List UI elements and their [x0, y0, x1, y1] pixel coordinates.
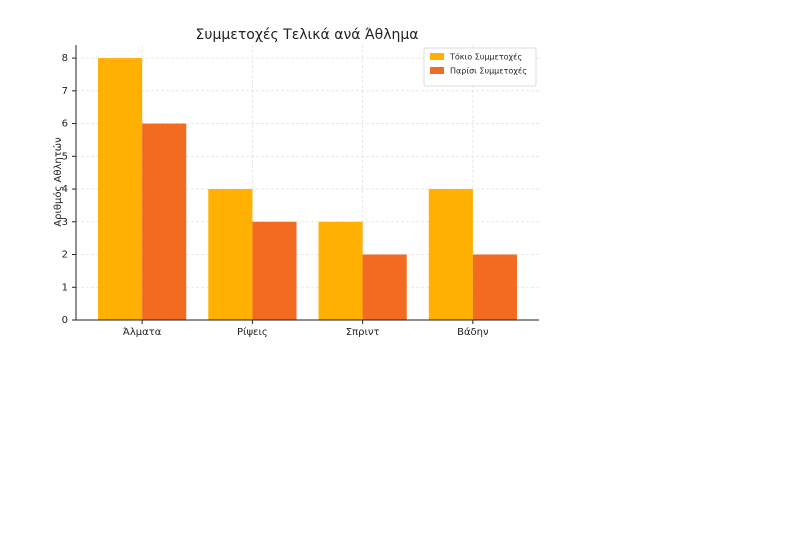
- x-tick-label: Σπριντ: [346, 327, 380, 338]
- bar: [318, 221, 363, 320]
- bar: [472, 254, 517, 320]
- x-tick-label: Βάδην: [457, 326, 489, 338]
- chart-title: Συμμετοχές Τελικά ανά Άθλημα: [196, 27, 419, 43]
- legend-swatch: [430, 53, 444, 60]
- legend-box: [423, 47, 537, 87]
- bar: [208, 189, 253, 320]
- y-tick-label: 4: [62, 184, 68, 195]
- y-tick-label: 7: [62, 86, 68, 97]
- y-tick-label: 3: [62, 217, 68, 228]
- y-tick-label: 8: [62, 53, 68, 64]
- legend-label: Παρίσι Συμμετοχές: [450, 66, 527, 76]
- bar: [362, 254, 407, 320]
- y-tick-label: 5: [62, 151, 68, 162]
- y-axis-label: Αριθμός Αθλητών: [52, 137, 64, 227]
- y-tick-label: 0: [62, 315, 68, 326]
- legend-swatch: [430, 67, 444, 74]
- x-tick-label: Άλματα: [123, 326, 162, 338]
- y-tick-label: 1: [62, 282, 68, 293]
- bar: [428, 189, 473, 320]
- y-tick-label: 6: [62, 119, 68, 130]
- y-tick-label: 2: [62, 250, 68, 261]
- bar: [98, 58, 143, 320]
- x-tick-label: Ρίψεις: [237, 326, 268, 338]
- bar: [252, 221, 297, 320]
- bar: [142, 123, 187, 320]
- legend-label: Τόκιο Συμμετοχές: [449, 52, 522, 62]
